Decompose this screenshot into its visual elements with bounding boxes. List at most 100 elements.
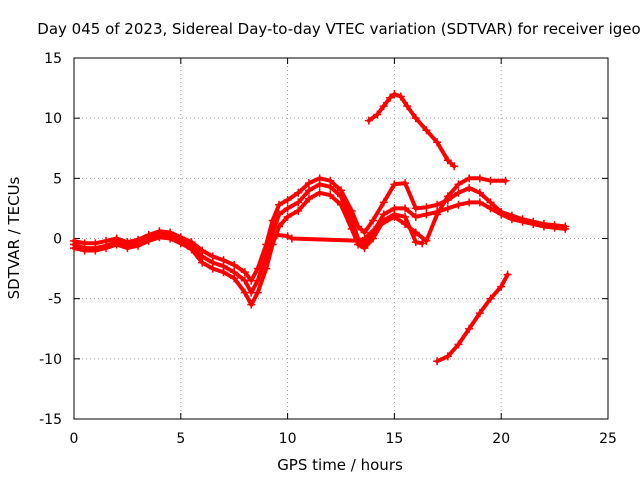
data-point bbox=[486, 198, 495, 207]
data-point bbox=[443, 156, 452, 165]
data-point bbox=[422, 203, 431, 212]
data-point bbox=[247, 300, 256, 309]
data-point bbox=[497, 282, 506, 291]
data-point bbox=[283, 212, 292, 221]
data-point bbox=[379, 198, 388, 207]
data-point bbox=[70, 236, 78, 245]
data-point bbox=[187, 245, 196, 254]
x-tick-label: 20 bbox=[492, 431, 510, 447]
data-point bbox=[240, 288, 249, 297]
data-point bbox=[454, 200, 463, 209]
data-point bbox=[91, 239, 100, 248]
series-arc-main-lower bbox=[70, 188, 427, 309]
data-point bbox=[326, 191, 335, 200]
x-tick-labels: 0 5 10 15 20 25 bbox=[70, 431, 617, 447]
data-point bbox=[433, 357, 442, 366]
data-point bbox=[80, 246, 89, 255]
data-point bbox=[272, 230, 281, 239]
data-point bbox=[422, 126, 431, 135]
data-point bbox=[422, 210, 431, 219]
data-point bbox=[253, 264, 262, 273]
data-point bbox=[501, 176, 510, 185]
data-point bbox=[326, 176, 335, 185]
y-tick-label: -5 bbox=[48, 292, 62, 308]
data-point bbox=[403, 102, 412, 111]
data-point bbox=[275, 200, 284, 209]
y-tick-label: 10 bbox=[44, 111, 62, 127]
data-point bbox=[401, 220, 410, 229]
data-point bbox=[433, 138, 442, 147]
y-tick-label: 15 bbox=[44, 51, 62, 67]
data-point bbox=[465, 198, 474, 207]
series-trace bbox=[435, 272, 510, 364]
data-point bbox=[347, 206, 356, 215]
data-point bbox=[450, 162, 459, 171]
data-point bbox=[337, 186, 345, 195]
data-point bbox=[315, 174, 324, 183]
data-point bbox=[230, 274, 239, 283]
data-point bbox=[373, 110, 382, 119]
data-point bbox=[80, 239, 89, 248]
data-point bbox=[144, 236, 153, 245]
data-point bbox=[287, 234, 296, 243]
data-point bbox=[283, 232, 292, 241]
data-point bbox=[507, 211, 516, 220]
data-point bbox=[262, 264, 271, 273]
y-tick-label: -15 bbox=[39, 412, 62, 428]
data-point bbox=[275, 222, 284, 231]
data-point bbox=[102, 244, 111, 253]
data-point bbox=[268, 216, 277, 225]
data-point bbox=[411, 238, 420, 247]
data-point bbox=[396, 92, 405, 101]
data-point bbox=[337, 200, 345, 209]
data-point bbox=[112, 240, 121, 249]
data-point bbox=[503, 270, 512, 279]
data-point bbox=[123, 244, 132, 253]
data-point bbox=[379, 102, 388, 111]
data-point bbox=[529, 217, 538, 226]
data-point bbox=[411, 212, 420, 221]
data-point bbox=[422, 236, 431, 245]
data-point bbox=[561, 222, 570, 231]
data-point bbox=[354, 222, 363, 231]
series-arc-upper-hump bbox=[364, 90, 459, 171]
data-point bbox=[294, 198, 303, 207]
data-point bbox=[369, 234, 378, 243]
data-point bbox=[253, 288, 262, 297]
data-point bbox=[486, 176, 495, 185]
data-point bbox=[208, 264, 217, 273]
data-point bbox=[304, 194, 313, 203]
data-point bbox=[358, 236, 367, 245]
data-point bbox=[433, 200, 442, 209]
data-point bbox=[187, 238, 196, 247]
data-point bbox=[475, 198, 484, 207]
data-point bbox=[443, 204, 452, 213]
data-point bbox=[550, 221, 559, 230]
y-tick-labels: -15 -10 -5 0 5 10 15 bbox=[39, 51, 62, 428]
data-point bbox=[386, 93, 395, 102]
data-point bbox=[539, 220, 548, 229]
data-point bbox=[268, 240, 277, 249]
data-point bbox=[155, 233, 164, 242]
data-point bbox=[347, 224, 356, 233]
series-trace bbox=[274, 176, 508, 243]
data-point bbox=[433, 210, 442, 219]
x-axis-label: GPS time / hours bbox=[277, 456, 403, 474]
data-point bbox=[465, 324, 474, 333]
data-point bbox=[475, 309, 484, 318]
data-point bbox=[304, 179, 313, 188]
data-point bbox=[240, 268, 249, 277]
data-point bbox=[465, 174, 474, 183]
data-point bbox=[198, 258, 207, 267]
data-point bbox=[360, 228, 369, 237]
data-point bbox=[70, 244, 78, 253]
series-arc-secondary bbox=[272, 174, 510, 245]
y-tick-label: 0 bbox=[53, 232, 62, 248]
data-point bbox=[219, 256, 228, 265]
data-point bbox=[230, 260, 239, 269]
data-point bbox=[390, 90, 399, 99]
data-point bbox=[198, 246, 207, 255]
data-point bbox=[304, 186, 313, 195]
data-point bbox=[401, 204, 410, 213]
